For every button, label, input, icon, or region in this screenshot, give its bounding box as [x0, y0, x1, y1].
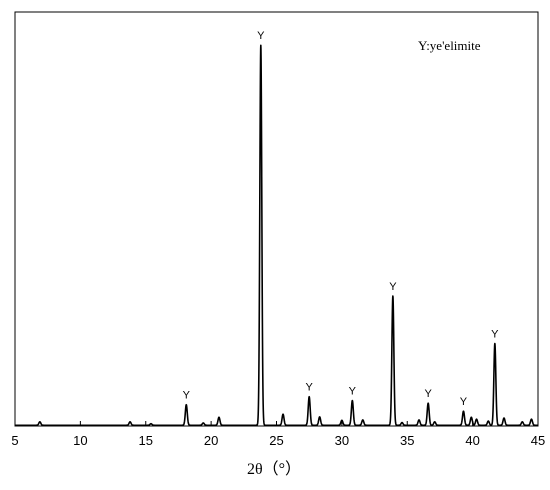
- peak-label-4: Y: [389, 281, 397, 293]
- plot-area: 5 10 15 20 25 30 35 40 45 Y Y Y Y Y Y Y Y: [11, 11, 545, 448]
- x-tick-label-4: 25: [269, 433, 283, 448]
- x-tick-label-3: 20: [204, 433, 218, 448]
- peak-label-7: Y: [491, 329, 499, 341]
- x-tick-label-1: 10: [73, 433, 87, 448]
- peak-label-0: Y: [183, 390, 191, 402]
- peak-label-6: Y: [460, 396, 468, 408]
- peak-labels: Y Y Y Y Y Y Y Y: [183, 30, 500, 408]
- x-tick-label-7: 40: [465, 433, 479, 448]
- x-tick-label-6: 35: [400, 433, 414, 448]
- x-tick-label-0: 5: [11, 433, 18, 448]
- x-tick-label-2: 15: [139, 433, 153, 448]
- x-tick-label-5: 30: [335, 433, 349, 448]
- x-axis-ticks: 5 10 15 20 25 30 35 40 45: [11, 421, 545, 448]
- peak-label-1: Y: [257, 30, 265, 42]
- x-tick-label-8: 45: [531, 433, 545, 448]
- xrd-pattern-line: [14, 44, 539, 427]
- peak-label-3: Y: [349, 386, 357, 398]
- plot-frame: [14, 11, 539, 427]
- peak-label-5: Y: [424, 388, 432, 400]
- legend-text: Y:ye'elimite: [418, 38, 481, 53]
- peak-label-2: Y: [306, 382, 314, 394]
- x-axis-label: 2θ（°）: [247, 460, 301, 478]
